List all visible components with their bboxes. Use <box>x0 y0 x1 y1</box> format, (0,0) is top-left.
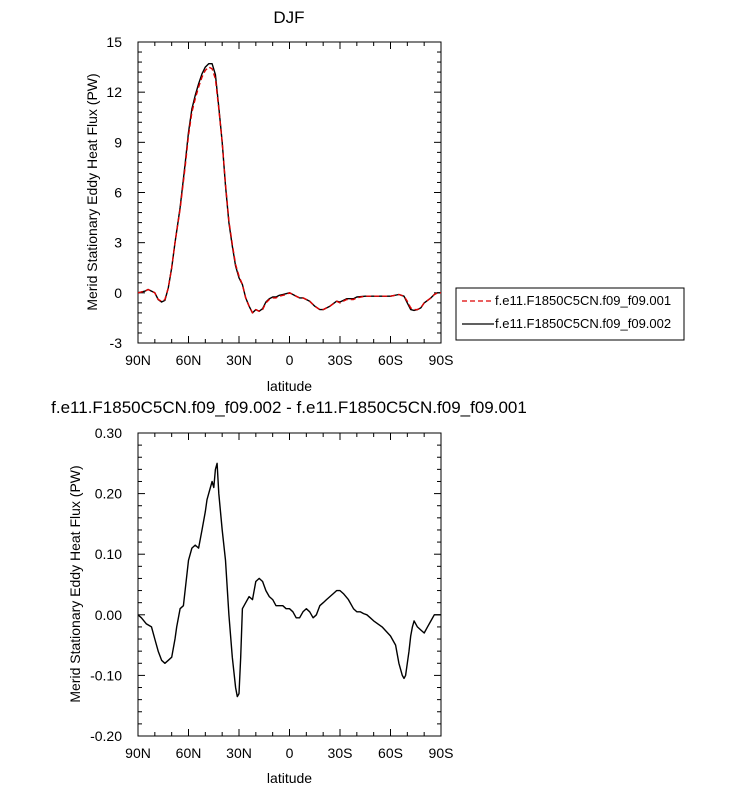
bottom-x-tick-label: 60S <box>378 745 403 761</box>
legend-box <box>455 287 685 341</box>
top-series-line-1 <box>137 63 441 314</box>
bottom-y-tick-label: -0.10 <box>90 667 122 683</box>
bottom-x-axis-ticks: 90N 60N 30N 0 30S 60S 90S <box>125 433 453 761</box>
top-x-axis-ticks: 90N 60N 30N 0 30S 60S 90S <box>125 42 453 368</box>
bottom-series-line-0 <box>137 462 441 698</box>
bottom-plot-frame <box>137 432 442 737</box>
bottom-plot-area <box>137 432 442 737</box>
top-y-tick-label: 9 <box>114 134 122 150</box>
bottom-y-tick-label: 0.20 <box>95 486 122 502</box>
bottom-x-tick-label: 90S <box>429 745 454 761</box>
top-x-tick-label: 90S <box>429 352 454 368</box>
top-y-tick-label: 3 <box>114 235 122 251</box>
bottom-x-tick-label: 30S <box>328 745 353 761</box>
top-y-tick-label: 12 <box>106 84 122 100</box>
bottom-chart-title: f.e11.F1850C5CN.f09_f09.002 - f.e11.F185… <box>51 398 527 417</box>
top-y-tick-label: 15 <box>106 34 122 50</box>
bottom-y-tick-label: 0.30 <box>95 425 122 441</box>
bottom-x-tick-label: 90N <box>125 745 151 761</box>
bottom-panel: f.e11.F1850C5CN.f09_f09.002 - f.e11.F185… <box>51 398 527 786</box>
bottom-x-tick-label: 30N <box>226 745 252 761</box>
bottom-y-tick-label: -0.20 <box>90 728 122 744</box>
top-plot-area <box>137 41 442 344</box>
top-x-tick-label: 60S <box>378 352 403 368</box>
legend-label-series-002: f.e11.F1850C5CN.f09_f09.002 <box>495 316 671 331</box>
bottom-series-group <box>137 462 441 698</box>
top-x-axis-label: latitude <box>267 378 312 394</box>
top-x-tick-label: 90N <box>125 352 151 368</box>
top-y-tick-label: 0 <box>114 285 122 301</box>
top-x-tick-label: 30N <box>226 352 252 368</box>
top-x-tick-label: 0 <box>286 352 294 368</box>
top-x-tick-label: 60N <box>176 352 202 368</box>
top-chart-title: DJF <box>273 8 304 27</box>
bottom-x-tick-label: 60N <box>176 745 202 761</box>
bottom-y-axis-label: Merid Stationary Eddy Heat Flux (PW) <box>67 465 83 702</box>
top-series-group <box>137 63 441 314</box>
top-panel: DJF 90N 60N 30N 0 30S 60S 90S -3 0 3 6 9 12 15 latit… <box>84 8 685 394</box>
top-plot-frame <box>137 41 442 344</box>
bottom-y-tick-label: 0.10 <box>95 546 122 562</box>
legend-label-series-001: f.e11.F1850C5CN.f09_f09.001 <box>495 293 671 308</box>
bottom-y-tick-label: 0.00 <box>95 607 122 623</box>
bottom-x-axis-label: latitude <box>267 770 312 786</box>
top-y-tick-label: -3 <box>110 335 123 351</box>
top-y-axis-label: Merid Stationary Eddy Heat Flux (PW) <box>84 73 100 310</box>
bottom-x-tick-label: 0 <box>286 745 294 761</box>
top-x-tick-label: 30S <box>328 352 353 368</box>
legend: f.e11.F1850C5CN.f09_f09.001 f.e11.F1850C… <box>455 287 685 341</box>
bottom-y-axis-ticks: -0.20 -0.10 0.00 0.10 0.20 0.30 <box>90 425 441 744</box>
top-y-tick-label: 6 <box>114 185 122 201</box>
top-series-line-0 <box>137 66 441 314</box>
top-y-axis-ticks: -3 0 3 6 9 12 15 <box>106 34 441 351</box>
